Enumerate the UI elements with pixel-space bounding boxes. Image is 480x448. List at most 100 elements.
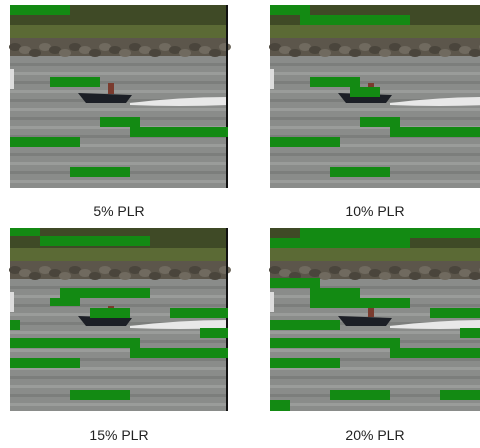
lost-packet-block <box>350 87 380 97</box>
lost-packet-block <box>310 77 360 87</box>
lost-packet-block <box>360 117 400 127</box>
rock <box>29 49 41 57</box>
rock <box>89 272 101 280</box>
rock <box>209 49 221 57</box>
rock <box>149 49 161 57</box>
caption: 20% PLR <box>345 427 404 443</box>
video-frame <box>9 5 231 188</box>
frame-edge <box>270 69 274 89</box>
lost-packet-block <box>50 77 100 87</box>
figure: 5% PLR 10% PLR 15% PLR 20% PLR <box>0 0 480 448</box>
ripple <box>270 403 480 406</box>
frame-border <box>226 5 228 188</box>
ripple <box>10 385 228 388</box>
rock <box>319 49 331 57</box>
lost-packet-block <box>60 288 150 298</box>
lost-packet-block <box>270 400 290 411</box>
person <box>108 83 114 94</box>
rock <box>409 49 421 57</box>
ripple <box>10 81 228 84</box>
lost-packet-block <box>40 236 150 246</box>
lost-packet-block <box>90 308 130 318</box>
lost-packet-block <box>330 167 390 177</box>
caption: 15% PLR <box>89 427 148 443</box>
rock <box>119 49 131 57</box>
rock <box>219 43 231 51</box>
grass <box>270 25 480 39</box>
ripple <box>10 72 228 75</box>
rock <box>409 272 421 280</box>
frame-edge <box>10 292 14 312</box>
lost-packet-block <box>270 5 310 15</box>
ripple <box>270 295 480 298</box>
rock <box>179 49 191 57</box>
lost-packet-block <box>270 278 320 288</box>
ripple <box>10 108 228 111</box>
lost-packet-block <box>10 320 20 330</box>
ripple <box>10 162 228 165</box>
rock <box>439 272 451 280</box>
ripple <box>270 376 480 379</box>
rock <box>119 272 131 280</box>
video-frame <box>9 228 231 411</box>
rock <box>89 49 101 57</box>
lost-packet-block <box>10 137 80 147</box>
lost-packet-block <box>300 228 480 238</box>
rock <box>439 49 451 57</box>
ripple <box>10 331 228 334</box>
rock <box>349 49 361 57</box>
caption: 5% PLR <box>93 203 144 219</box>
lost-packet-block <box>270 238 410 248</box>
rock <box>59 272 71 280</box>
rock <box>319 272 331 280</box>
lost-packet-block <box>130 127 228 137</box>
rock <box>289 49 301 57</box>
lost-packet-block <box>390 127 480 137</box>
rock <box>379 272 391 280</box>
ripple <box>270 81 480 84</box>
lost-packet-block <box>130 348 228 358</box>
rock <box>219 266 231 274</box>
lost-packet-block <box>270 137 340 147</box>
frame-edge <box>270 292 274 312</box>
grass <box>10 25 228 39</box>
lost-packet-block <box>100 117 140 127</box>
lost-packet-block <box>270 320 340 330</box>
lost-packet-block <box>70 390 130 400</box>
lost-packet-block <box>10 338 140 348</box>
lost-packet-block <box>310 298 410 308</box>
ripple <box>10 63 228 66</box>
video-frame <box>269 5 480 188</box>
ripple <box>10 403 228 406</box>
ripple <box>270 63 480 66</box>
lost-packet-block <box>10 358 80 368</box>
lost-packet-block <box>390 348 480 358</box>
ripple <box>270 180 480 183</box>
ripple <box>270 162 480 165</box>
lost-packet-block <box>10 228 40 236</box>
rock <box>149 272 161 280</box>
ripple <box>10 304 228 307</box>
ripple <box>10 180 228 183</box>
ripple <box>10 153 228 156</box>
grass <box>10 248 228 262</box>
lost-packet-block <box>310 288 360 298</box>
lost-packet-block <box>170 308 228 318</box>
lost-packet-block <box>430 308 480 318</box>
rock <box>209 272 221 280</box>
ripple <box>270 108 480 111</box>
lost-packet-block <box>270 338 400 348</box>
lost-packet-block <box>440 390 480 400</box>
rock <box>29 272 41 280</box>
video-frame <box>269 228 480 411</box>
lost-packet-block <box>50 298 80 306</box>
rock <box>179 272 191 280</box>
frame-edge <box>10 69 14 89</box>
grass <box>270 248 480 262</box>
ripple <box>10 90 228 93</box>
ripple <box>270 331 480 334</box>
rock <box>379 49 391 57</box>
lost-packet-block <box>300 15 410 25</box>
ripple <box>270 153 480 156</box>
lost-packet-block <box>10 5 70 15</box>
